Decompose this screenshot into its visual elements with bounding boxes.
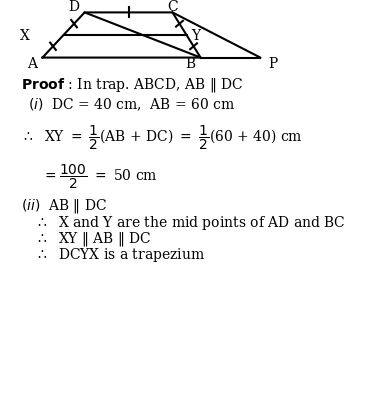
Text: $\therefore$  DCYX is a trapezium: $\therefore$ DCYX is a trapezium [36, 246, 205, 264]
Text: Y: Y [191, 29, 200, 43]
Text: $\mathbf{Proof}$ : In trap. ABCD, AB $\|$ DC: $\mathbf{Proof}$ : In trap. ABCD, AB $\|… [21, 76, 244, 94]
Text: $(i)$  DC = 40 cm,  AB = 60 cm: $(i)$ DC = 40 cm, AB = 60 cm [29, 96, 236, 113]
Text: P: P [268, 57, 277, 71]
Text: $= \dfrac{100}{2}$ $=$ 50 cm: $= \dfrac{100}{2}$ $=$ 50 cm [42, 162, 158, 191]
Text: X: X [20, 29, 30, 43]
Text: B: B [185, 57, 195, 71]
Text: $\therefore$  XY $\|$ AB $\|$ DC: $\therefore$ XY $\|$ AB $\|$ DC [36, 230, 152, 248]
Text: D: D [68, 0, 79, 14]
Text: $\therefore$  X and Y are the mid points of AD and BC: $\therefore$ X and Y are the mid points … [36, 214, 346, 232]
Text: $(ii)$  AB $\|$ DC: $(ii)$ AB $\|$ DC [21, 197, 108, 215]
Text: A: A [27, 57, 37, 71]
Text: C: C [167, 0, 178, 14]
Text: $\therefore$  XY $=$ $\dfrac{1}{2}$(AB + DC) $=$ $\dfrac{1}{2}$(60 + 40) cm: $\therefore$ XY $=$ $\dfrac{1}{2}$(AB + … [21, 123, 303, 152]
